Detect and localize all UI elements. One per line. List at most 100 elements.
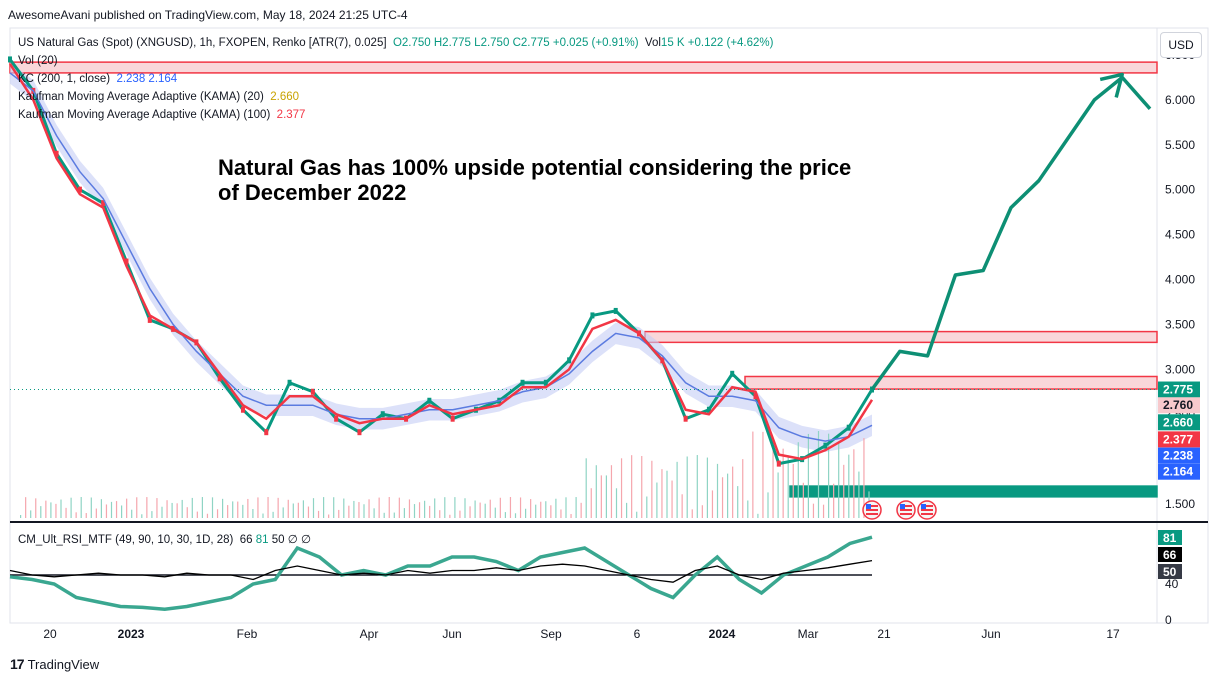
- renko-brick: [124, 258, 129, 265]
- volume-bar: [459, 510, 461, 518]
- volume-bar: [348, 505, 350, 518]
- volume-bar: [620, 458, 623, 518]
- volume-indicator-row[interactable]: Vol (20): [18, 52, 773, 70]
- volume-bar: [186, 507, 188, 518]
- volume-bar: [560, 509, 562, 518]
- price-tick-label: 6.000: [1165, 93, 1195, 107]
- volume-bar: [822, 504, 825, 518]
- volume-bar: [727, 473, 729, 518]
- kama20-indicator-row[interactable]: Kaufman Moving Average Adaptive (KAMA) (…: [18, 88, 773, 106]
- volume-bar: [70, 497, 72, 518]
- price-label-box: [1158, 381, 1200, 398]
- volume-bar: [484, 503, 486, 518]
- renko-brick: [54, 150, 59, 157]
- price-label-text: 2.164: [1163, 465, 1193, 479]
- volume-bar: [590, 488, 592, 518]
- volume-bar: [55, 503, 57, 518]
- volume-bar: [358, 502, 360, 518]
- renko-brick: [613, 307, 618, 314]
- volume-bar: [661, 469, 663, 518]
- volume-bar: [413, 504, 416, 518]
- price-tick-label: 5.500: [1165, 138, 1195, 152]
- chart-legend: US Natural Gas (Spot) (XNGUSD), 1h, FXOP…: [18, 34, 773, 124]
- volume-bar: [297, 502, 299, 518]
- volume-bar: [792, 464, 794, 518]
- volume-indicator-label: Vol (20): [18, 55, 58, 67]
- price-label-text: 2.238: [1163, 449, 1193, 463]
- volume-bar: [853, 449, 855, 518]
- volume-bar: [838, 441, 840, 518]
- volume-bar: [282, 507, 284, 518]
- volume-bar: [732, 466, 734, 518]
- volume-bar: [651, 460, 653, 518]
- volume-bar: [701, 505, 703, 518]
- volume-bar: [772, 437, 774, 518]
- volume-bar: [25, 497, 27, 518]
- flag-canton: [866, 504, 871, 509]
- kama20-line: [8, 63, 874, 461]
- volume-bar: [570, 514, 572, 518]
- volume-bar: [115, 501, 118, 518]
- volume-bar: [85, 513, 87, 518]
- annotation-line-2: of December 2022: [218, 180, 407, 205]
- kama100-value: 2.377: [276, 109, 306, 121]
- volume-bar: [752, 431, 754, 518]
- renko-brick: [846, 424, 851, 431]
- volume-bar: [196, 511, 198, 518]
- volume-bar: [232, 501, 234, 518]
- volume-bar: [161, 506, 163, 518]
- price-label-box: [1158, 397, 1200, 414]
- vol-value: 15 K: [660, 37, 685, 49]
- flag-canton: [921, 504, 926, 509]
- volume-bar: [812, 503, 815, 518]
- chart-annotation: Natural Gas has 100% upside potential co…: [218, 155, 851, 205]
- rsi-value-2: 81: [255, 534, 269, 546]
- kc-indicator-row[interactable]: KC (200, 1, close) 2.238 2.164: [18, 70, 773, 88]
- price-label-box: [1158, 447, 1200, 464]
- volume-bar: [30, 510, 32, 518]
- volume-bar: [75, 512, 77, 518]
- projection-arrowhead: [1099, 72, 1124, 98]
- volume-bar: [767, 492, 769, 518]
- volume-bar: [343, 498, 345, 518]
- footer-brand[interactable]: 17 TradingView: [10, 656, 99, 672]
- volume-bar: [762, 431, 764, 518]
- volume-bar: [469, 506, 471, 518]
- renko-brick: [776, 460, 781, 467]
- renko-brick: [427, 397, 432, 404]
- volume-bar: [479, 502, 481, 518]
- kama20-label: Kaufman Moving Average Adaptive (KAMA) (…: [18, 91, 264, 103]
- volume-bar: [671, 480, 673, 518]
- zone-2: [644, 330, 1158, 344]
- event-flags: [862, 500, 937, 520]
- volume-bar: [807, 433, 809, 518]
- price-label-text: 2.760: [1163, 398, 1193, 412]
- kama100-indicator-row[interactable]: Kaufman Moving Average Adaptive (KAMA) (…: [18, 106, 773, 124]
- volume-bar: [257, 497, 259, 518]
- volume-bar: [121, 505, 123, 518]
- renko-brick: [101, 200, 106, 207]
- rsi-tick-label: 0: [1165, 613, 1172, 627]
- volume-bar: [312, 498, 315, 518]
- time-tick-label: Apr: [360, 627, 379, 641]
- volume-bar: [540, 501, 542, 518]
- volume-bar: [146, 497, 148, 518]
- volume-bar: [424, 500, 426, 518]
- flag-stripe: [921, 513, 933, 515]
- ohlc-open: O2.750: [392, 37, 431, 49]
- renko-brick: [567, 357, 572, 364]
- volume-bar: [151, 511, 153, 518]
- symbol-legend-row[interactable]: US Natural Gas (Spot) (XNGUSD), 1h, FXOP…: [18, 34, 773, 52]
- volume-bar: [504, 512, 506, 518]
- time-tick-label: Mar: [798, 627, 819, 641]
- renko-brick: [753, 393, 758, 400]
- currency-button[interactable]: USD: [1160, 32, 1202, 58]
- rsi-legend[interactable]: CM_Ult_RSI_MTF (49, 90, 10, 30, 1D, 28) …: [18, 532, 311, 546]
- volume-bar: [267, 497, 269, 518]
- renko-brick: [450, 415, 455, 422]
- vol-label: Vol: [644, 37, 661, 49]
- volume-bar: [126, 498, 128, 518]
- volume-bar: [393, 512, 395, 518]
